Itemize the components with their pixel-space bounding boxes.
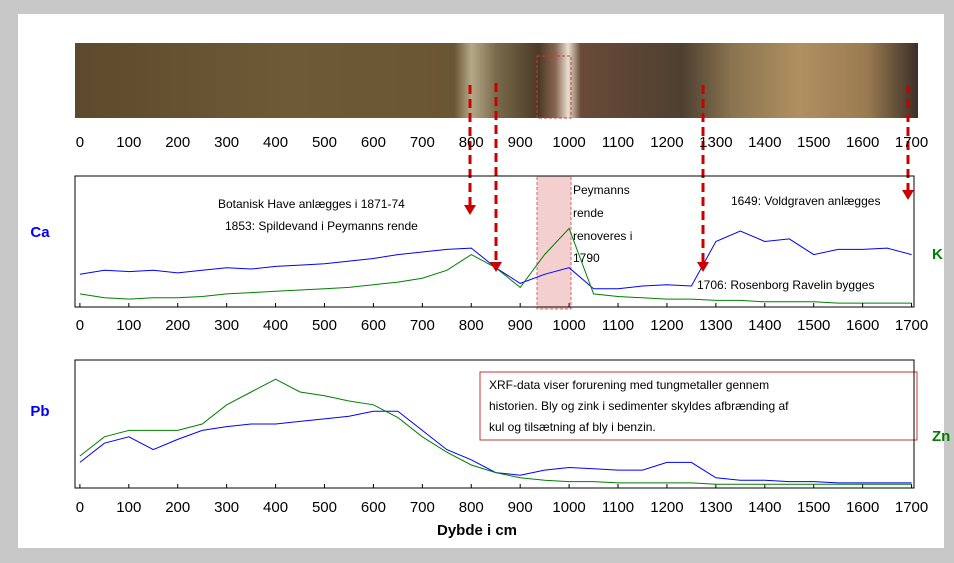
x-tick-label: 1100 [602, 134, 634, 151]
x-tick-label: 1500 [797, 499, 830, 516]
x-tick-label: 400 [263, 317, 288, 334]
annotation: Peymanns [573, 183, 630, 197]
x-tick-label: 100 [116, 317, 141, 334]
x-tick-label: 0 [76, 134, 84, 151]
annotation: 1649: Voldgraven anlægges [731, 194, 880, 208]
x-tick-label: 1400 [748, 499, 781, 516]
text-box-line: historien. Bly og zink i sedimenter skyl… [489, 399, 789, 413]
x-tick-label: 500 [312, 317, 337, 334]
x-tick-label: 300 [214, 317, 239, 334]
x-tick-label: 1000 [552, 499, 585, 516]
x-axis-label: Dybde i cm [437, 522, 517, 539]
x-tick-label: 100 [116, 499, 141, 516]
x-tick-label: 1600 [846, 317, 879, 334]
x-tick-label: 800 [459, 317, 484, 334]
x-tick-label: 1100 [602, 317, 634, 334]
x-tick-label: 1000 [552, 134, 585, 151]
x-tick-label: 800 [459, 499, 484, 516]
core-image [75, 43, 918, 118]
x-tick-label: 600 [361, 499, 386, 516]
annotation: 1853: Spildevand i Peymanns rende [225, 219, 418, 233]
x-tick-label: 200 [165, 134, 190, 151]
x-tick-label: 1300 [699, 499, 732, 516]
x-tick-label: 200 [165, 317, 190, 334]
x-tick-label: 900 [508, 317, 533, 334]
x-tick-label: 1300 [699, 134, 732, 151]
x-tick-label: 1400 [748, 317, 781, 334]
highlight-band [537, 176, 571, 309]
text-box-line: XRF-data viser forurening med tungmetall… [489, 378, 769, 392]
figure: Botanisk Have anlægges i 1871-74 1853: S… [0, 0, 954, 558]
x-tick-label: 1300 [699, 317, 732, 334]
x-tick-label: 300 [214, 499, 239, 516]
text-box-line: kul og tilsætning af bly i benzin. [489, 420, 656, 434]
x-tick-label: 1200 [650, 317, 683, 334]
x-tick-label: 100 [116, 134, 141, 151]
x-tick-label: 0 [76, 317, 84, 334]
x-tick-label: 200 [165, 499, 190, 516]
x-tick-label: 600 [361, 134, 386, 151]
x-tick-label: 400 [263, 134, 288, 151]
x-tick-label: 300 [214, 134, 239, 151]
x-tick-label: 700 [410, 499, 435, 516]
x-tick-label: 1200 [650, 134, 683, 151]
x-tick-label: 500 [312, 134, 337, 151]
annotation: 1706: Rosenborg Ravelin bygges [697, 278, 874, 292]
x-tick-label: 600 [361, 317, 386, 334]
annotation: 1790 [573, 251, 600, 265]
annotation: renoveres i [573, 229, 632, 243]
x-tick-label: 900 [508, 134, 533, 151]
annotation: Botanisk Have anlægges i 1871-74 [218, 197, 405, 211]
series-label: Ca [30, 224, 50, 241]
x-tick-label: 1400 [748, 134, 781, 151]
x-tick-label: 1700 [895, 317, 928, 334]
x-tick-label: 1500 [797, 317, 830, 334]
x-tick-label: 1500 [797, 134, 830, 151]
x-tick-label: 0 [76, 499, 84, 516]
x-tick-label: 500 [312, 499, 337, 516]
x-tick-label: 1700 [895, 134, 928, 151]
x-tick-label: 700 [410, 134, 435, 151]
x-tick-label: 1200 [650, 499, 683, 516]
series-label: K [932, 246, 943, 263]
x-tick-label: 900 [508, 499, 533, 516]
x-tick-label: 1000 [552, 317, 585, 334]
x-tick-label: 800 [459, 134, 484, 151]
x-tick-label: 1100 [602, 499, 634, 516]
x-tick-label: 1700 [895, 499, 928, 516]
x-tick-label: 400 [263, 499, 288, 516]
x-tick-label: 1600 [846, 499, 879, 516]
annotation: rende [573, 206, 604, 220]
x-tick-label: 700 [410, 317, 435, 334]
series-label: Pb [30, 403, 49, 420]
x-tick-label: 1600 [846, 134, 879, 151]
series-label: Zn [932, 428, 950, 445]
